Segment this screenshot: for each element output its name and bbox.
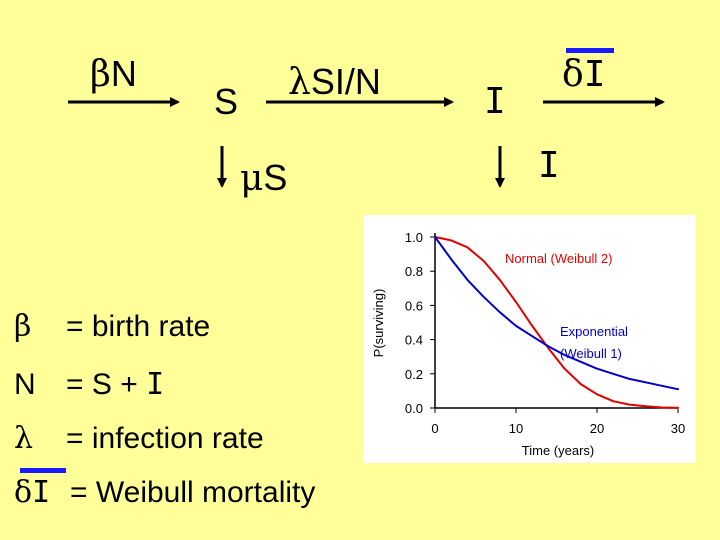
death-s-var: S bbox=[263, 157, 288, 198]
mortality-overbar bbox=[566, 48, 614, 53]
chart-series bbox=[434, 236, 679, 409]
x-tick-label: 20 bbox=[590, 421, 604, 436]
legend-n-eq: = S + bbox=[66, 368, 138, 401]
legend-delta-greek: δ bbox=[14, 475, 33, 510]
legend-delta-var: I bbox=[32, 475, 51, 510]
legend-delta-overbar bbox=[20, 468, 66, 473]
survival-chart: 0.0 0.2 0.4 0.6 0.8 1.0 0 10 20 30 Time (years) P… bbox=[363, 215, 696, 463]
legend-beta-symbol: β bbox=[14, 309, 32, 344]
annotation-normal: Normal (Weibull 2) bbox=[505, 251, 612, 266]
legend-delta-symbol: δI bbox=[14, 478, 50, 508]
death-i-label: I bbox=[538, 145, 560, 186]
y-axis-label: P(surviving) bbox=[371, 289, 386, 358]
legend-delta-def: = Weibull mortality bbox=[70, 476, 316, 509]
mortality-label: δI bbox=[562, 56, 605, 93]
birth-label: βN bbox=[90, 56, 137, 93]
legend-n-def: = S + I bbox=[66, 370, 164, 400]
box-i-label: I bbox=[484, 81, 506, 122]
delta-symbol: δ bbox=[562, 54, 584, 95]
mortality-var: I bbox=[583, 54, 606, 95]
y-tick-label: 0.2 bbox=[405, 367, 423, 382]
y-tick-label: 0.6 bbox=[405, 298, 423, 313]
survival-chart-svg: 0.0 0.2 0.4 0.6 0.8 1.0 0 10 20 30 Time (years) P… bbox=[371, 230, 685, 458]
x-axis-label: Time (years) bbox=[522, 443, 594, 458]
legend-n-symbol: N bbox=[14, 368, 36, 401]
y-tick-label: 0.4 bbox=[405, 333, 423, 348]
series-line-0 bbox=[434, 236, 679, 409]
legend-beta-def: = birth rate bbox=[66, 310, 211, 343]
infection-label: λSI/N bbox=[288, 64, 381, 101]
birth-var: N bbox=[110, 53, 137, 94]
x-tick-label: 0 bbox=[431, 421, 438, 436]
mu-symbol: μ bbox=[240, 158, 264, 199]
y-tick-label: 0.0 bbox=[405, 401, 423, 416]
x-tick-label: 30 bbox=[671, 421, 685, 436]
series-line-1 bbox=[434, 236, 679, 391]
y-tick-label: 1.0 bbox=[405, 230, 423, 245]
legend-lambda-def: = infection rate bbox=[66, 422, 264, 455]
beta-symbol: β bbox=[90, 54, 111, 95]
y-tick-label: 0.8 bbox=[405, 264, 423, 279]
annotation-exponential: Exponential bbox=[560, 324, 628, 339]
chart-ticks: 0.0 0.2 0.4 0.6 0.8 1.0 0 10 20 30 bbox=[405, 230, 685, 436]
lambda-symbol: λ bbox=[288, 62, 311, 103]
annotation-weibull1: (Weibull 1) bbox=[560, 346, 622, 361]
chart-axes bbox=[434, 233, 678, 409]
death-s-label: μS bbox=[240, 160, 287, 197]
legend-n-var: I bbox=[146, 367, 165, 402]
x-tick-label: 10 bbox=[509, 421, 523, 436]
legend-lambda-symbol: λ bbox=[14, 421, 34, 456]
box-s-label: S bbox=[214, 81, 239, 122]
infection-term: SI/N bbox=[310, 61, 381, 102]
